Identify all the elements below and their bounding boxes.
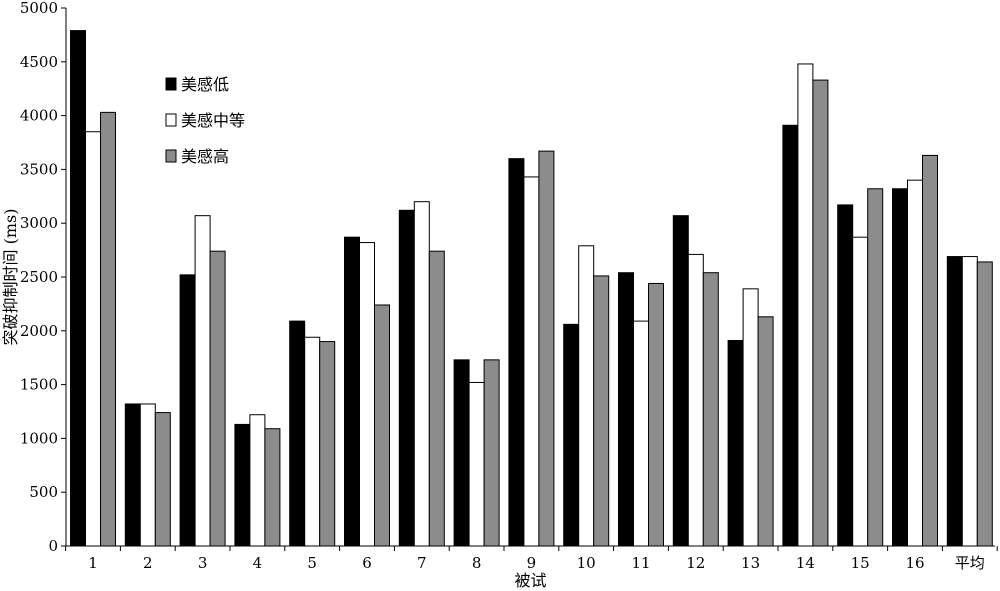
bar-1-cat-14	[782, 124, 799, 547]
bar-1-cat-13	[727, 339, 744, 547]
legend-swatch-1	[165, 77, 177, 91]
bar-3-cat-17	[976, 261, 993, 547]
x-tick-label: 14	[796, 554, 815, 572]
bar-1-cat-2	[124, 403, 141, 547]
y-tick-label: 3000	[20, 214, 58, 232]
x-tick-label: 8	[472, 554, 482, 572]
bar-3-cat-11	[648, 282, 664, 547]
y-tick-label: 1000	[20, 429, 58, 447]
x-tick-label: 16	[905, 554, 924, 572]
y-tick-label: 2500	[20, 268, 58, 286]
bar-2-cat-1	[85, 131, 101, 547]
bar-2-cat-6	[359, 242, 375, 547]
bar-1-cat-15	[837, 204, 854, 547]
bar-1-cat-11	[618, 272, 634, 547]
y-tick-label: 3500	[20, 160, 58, 178]
x-tick-label: 1	[88, 554, 98, 572]
bar-3-cat-6	[374, 304, 390, 547]
bar-2-cat-9	[523, 176, 540, 547]
bar-2-cat-3	[194, 215, 211, 547]
bar-1-cat-8	[453, 359, 470, 547]
bar-3-cat-16	[922, 154, 938, 547]
bar-2-cat-2	[139, 403, 156, 547]
x-tick-label: 2	[143, 554, 153, 572]
bar-2-cat-15	[852, 236, 869, 547]
bar-1-cat-1	[70, 30, 86, 547]
y-tick-label: 4000	[20, 107, 58, 125]
bar-1-cat-12	[672, 215, 689, 547]
x-tick-label: 13	[741, 554, 760, 572]
y-axis-title: 突破抑制时间 (ms)	[1, 209, 20, 346]
x-tick-label: 7	[417, 554, 427, 572]
bar-3-cat-8	[483, 359, 500, 547]
bar-1-cat-5	[289, 320, 306, 547]
x-tick-label: 12	[686, 554, 705, 572]
bar-3-cat-4	[264, 428, 281, 547]
y-tick-label: 4500	[20, 53, 58, 71]
bar-2-cat-17	[961, 256, 978, 547]
bar-3-cat-15	[867, 188, 884, 547]
bar-1-cat-16	[892, 188, 908, 547]
bar-1-cat-7	[398, 209, 415, 547]
bar-3-cat-13	[757, 316, 774, 547]
bar-1-cat-9	[508, 158, 525, 547]
x-tick-label: 4	[253, 554, 263, 572]
legend-label-3: 美感高	[181, 147, 229, 166]
y-tick-label: 5000	[20, 0, 58, 17]
bar-3-cat-2	[154, 412, 171, 547]
bar-1-cat-17	[946, 256, 963, 547]
legend-swatch-3	[165, 149, 177, 163]
bar-1-cat-4	[234, 423, 251, 547]
y-tick-label: 0	[48, 537, 58, 555]
x-tick-label: 10	[577, 554, 596, 572]
axes-layer: 0 500 1000 1500 2000 2500 3000 3500 4000 4500 5000…	[20, 0, 998, 572]
x-tick-label: 5	[307, 554, 317, 572]
bar-3-cat-10	[593, 275, 610, 547]
legend-label-1: 美感低	[181, 75, 229, 94]
bar-2-cat-4	[249, 414, 266, 547]
bar-2-cat-11	[633, 320, 649, 547]
bar-3-cat-14	[812, 79, 829, 547]
x-axis-title: 被试	[514, 571, 546, 590]
bar-2-cat-14	[797, 63, 814, 547]
bar-3-cat-7	[428, 250, 445, 547]
bar-3-cat-3	[209, 250, 226, 547]
y-axis-ticks: 0 500 1000 1500 2000 2500 3000 3500 4000 4500 5000	[20, 0, 66, 555]
bar-3-cat-5	[319, 341, 336, 547]
bar-3-cat-1	[100, 111, 116, 547]
y-tick-label: 500	[29, 483, 58, 501]
bar-1-cat-6	[344, 236, 360, 547]
legend-label-2: 美感中等	[181, 111, 245, 130]
bar-2-cat-8	[468, 381, 485, 547]
x-tick-label: 平均	[955, 554, 985, 572]
bars-layer	[70, 30, 993, 547]
x-tick-label: 11	[631, 554, 650, 572]
x-tick-label: 3	[198, 554, 208, 572]
bar-1-cat-10	[563, 323, 580, 547]
x-axis-ticks: 1 2 3 4 5 6 7 8 9 10 11 12 13 14 15 16 平均	[65, 546, 998, 572]
bar-2-cat-12	[687, 253, 704, 547]
bar-1-cat-3	[179, 274, 196, 547]
bar-3-cat-9	[538, 150, 555, 547]
x-tick-label: 6	[362, 554, 372, 572]
bar-3-cat-12	[702, 272, 719, 547]
bar-2-cat-5	[304, 336, 321, 547]
x-tick-label: 15	[851, 554, 870, 572]
x-tick-label: 9	[527, 554, 537, 572]
bar-2-cat-16	[907, 179, 923, 547]
bar-2-cat-7	[413, 201, 430, 547]
bar-2-cat-13	[742, 288, 759, 547]
legend-swatch-2	[165, 113, 177, 127]
y-tick-label: 1500	[20, 376, 58, 394]
bar-2-cat-10	[578, 245, 595, 547]
y-tick-label: 2000	[20, 322, 58, 340]
